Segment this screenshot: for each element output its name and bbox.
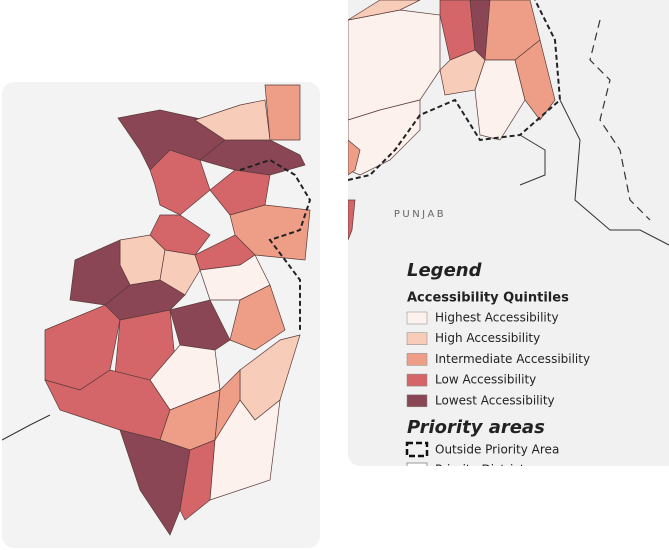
districts	[348, 0, 556, 241]
legend-symbol	[406, 462, 428, 466]
legend-label: Lowest Accessibility	[435, 393, 555, 407]
legend-subtitle: Priority areas	[407, 417, 545, 438]
legend-swatch	[406, 353, 428, 366]
legend-label: Highest Accessibility	[435, 311, 559, 325]
legend-swatch	[406, 332, 428, 345]
legend-subtitle: Accessibility Quintiles	[407, 291, 569, 306]
legend-title: Legend	[407, 260, 483, 281]
legend-label: Intermediate Accessibility	[435, 352, 590, 366]
priority-boundary	[348, 0, 562, 181]
legend-items: Highest Accessibility High Accessibility I…	[406, 311, 590, 408]
region-label: PUNJAB	[394, 209, 446, 220]
legend-label: Low Accessibility	[435, 373, 536, 387]
legend-swatch	[406, 394, 428, 408]
disputed-line	[589, 19, 651, 221]
priority-boundary	[239, 158, 312, 330]
legend-swatch	[406, 373, 428, 387]
left-map-card	[2, 82, 320, 548]
border-line	[559, 99, 669, 246]
districts	[44, 84, 311, 536]
legend-label: Priority Districts	[435, 463, 531, 477]
right-map-card: PUNJAB Legend Accessibility Quintiles Hi…	[348, 0, 669, 477]
legend-label: High Accessibility	[435, 331, 540, 345]
legend-symbol	[405, 441, 429, 458]
border-line	[2, 414, 51, 441]
legend-swatch	[406, 311, 428, 325]
border-line	[519, 134, 546, 186]
legend-label: Outside Priority Area	[435, 443, 559, 457]
